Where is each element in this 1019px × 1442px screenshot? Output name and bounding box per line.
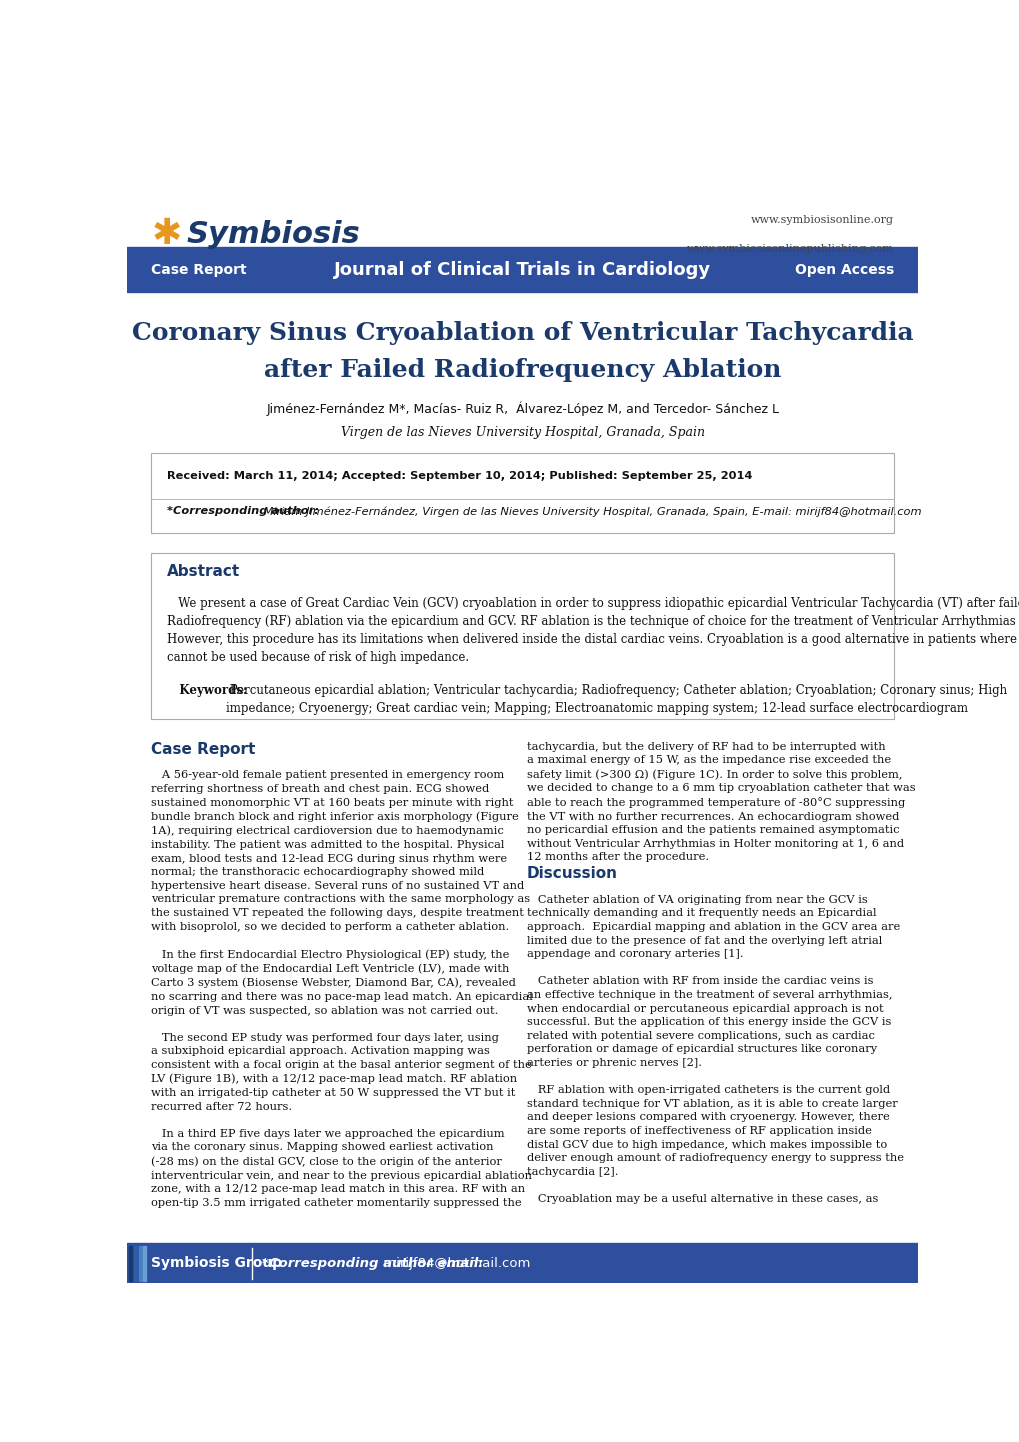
Text: Case Report: Case Report [151,741,256,757]
Text: tachycardia, but the delivery of RF had to be interrupted with
a maximal energy : tachycardia, but the delivery of RF had … [526,741,914,862]
Bar [139,1246,142,1280]
Text: Virgen de las Nieves University Hospital, Granada, Spain: Virgen de las Nieves University Hospital… [340,427,704,440]
Bar [127,248,917,291]
Text: ✱: ✱ [151,218,181,251]
Text: A 56-year-old female patient presented in emergency room
referring shortness of : A 56-year-old female patient presented i… [151,770,533,1208]
Text: Discussion: Discussion [526,865,618,881]
FancyBboxPatch shape [151,453,894,532]
Text: www.symbiosisonlinepublishing.com: www.symbiosisonlinepublishing.com [687,244,894,254]
Text: *Corresponding author:: *Corresponding author: [167,506,319,516]
Text: mirijf84@hotmail.com: mirijf84@hotmail.com [378,1257,530,1270]
Text: Percutaneous epicardial ablation; Ventricular tachycardia; Radiofrequency; Cathe: Percutaneous epicardial ablation; Ventri… [226,684,1007,715]
Text: Abstract: Abstract [167,564,240,578]
Text: Catheter ablation of VA originating from near the GCV is
technically demanding a: Catheter ablation of VA originating from… [526,894,903,1204]
Text: Case Report: Case Report [151,262,247,277]
Bar [143,1246,147,1280]
Bar [129,1246,132,1280]
Text: Journal of Clinical Trials in Cardiology: Journal of Clinical Trials in Cardiology [334,261,710,278]
Text: *Corresponding author email:: *Corresponding author email: [262,1257,483,1270]
Text: after Failed Radiofrequency Ablation: after Failed Radiofrequency Ablation [264,358,781,382]
Text: Symbiosis: Symbiosis [186,219,360,248]
Text: Keywords:: Keywords: [167,684,248,696]
Bar [127,1243,917,1283]
Text: Received: March 11, 2014; Accepted: September 10, 2014; Published: September 25,: Received: March 11, 2014; Accepted: Sept… [167,470,752,480]
Text: www.symbiosisonline.org: www.symbiosisonline.org [751,215,894,225]
Bar [133,1246,137,1280]
Text: Symbiosis Group: Symbiosis Group [151,1256,282,1270]
Text: Miriam Jiménez-Fernández, Virgen de las Nieves University Hospital, Granada, Spa: Miriam Jiménez-Fernández, Virgen de las … [260,506,921,516]
Text: We present a case of Great Cardiac Vein (GCV) cryoablation in order to suppress : We present a case of Great Cardiac Vein … [167,597,1019,665]
FancyBboxPatch shape [151,552,894,720]
Text: Coronary Sinus Cryoablation of Ventricular Tachycardia: Coronary Sinus Cryoablation of Ventricul… [131,322,913,345]
Text: Open Access: Open Access [794,262,894,277]
Text: Jiménez-Fernández M*, Macías- Ruiz R,  Álvarez-López M, and Tercedor- Sánchez L: Jiménez-Fernández M*, Macías- Ruiz R, Ál… [266,401,779,415]
